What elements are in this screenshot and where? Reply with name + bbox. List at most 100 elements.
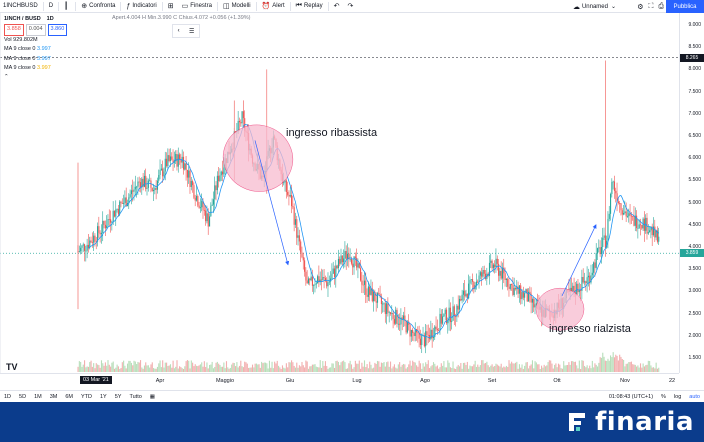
candle-body bbox=[455, 316, 457, 318]
tradingview-logo[interactable]: TV bbox=[6, 362, 18, 372]
volume-bar bbox=[202, 366, 204, 372]
volume-bar bbox=[117, 366, 119, 372]
layout-name-button[interactable]: ☁ Unnamed ⌄ bbox=[573, 0, 616, 13]
objects-tree-button[interactable]: ‹ ☰ bbox=[172, 24, 200, 38]
volume-bar bbox=[421, 368, 423, 372]
price-axis[interactable]: 9.000 8.500 8.000 7.500 7.000 6.500 6.000 5.500… bbox=[679, 13, 704, 373]
candle-body bbox=[600, 246, 603, 255]
volume-bar bbox=[416, 365, 418, 372]
candle-body bbox=[361, 280, 363, 285]
log-toggle[interactable]: log bbox=[673, 394, 682, 400]
auto-toggle[interactable]: auto bbox=[689, 394, 700, 400]
annotation-short-entry[interactable]: ingresso ribassista bbox=[286, 127, 378, 139]
ma-legend-label[interactable]: MA 9 close 0 bbox=[4, 46, 36, 53]
volume-bar bbox=[389, 361, 392, 372]
date-range-icon[interactable]: ▦ bbox=[149, 393, 155, 400]
volume-bar bbox=[619, 354, 621, 372]
alert-button[interactable]: ⏰ Alert bbox=[259, 0, 288, 13]
volume-bar bbox=[646, 364, 648, 372]
candle-body bbox=[103, 220, 105, 225]
candle-body bbox=[650, 226, 652, 231]
annotation-long-entry[interactable]: ingresso rialzista bbox=[549, 323, 631, 335]
percent-toggle[interactable]: % bbox=[661, 394, 666, 400]
replay-button[interactable]: ⏮ Replay bbox=[293, 0, 326, 13]
ma-legend-label[interactable]: MA 9 close 0 bbox=[4, 65, 36, 72]
candle-body bbox=[141, 178, 143, 188]
volume-bar bbox=[158, 363, 160, 372]
templates-button[interactable]: ⊞ bbox=[165, 0, 179, 13]
range-6m[interactable]: 6M bbox=[65, 393, 73, 400]
symbol-search[interactable]: 1INCHBUSD bbox=[0, 0, 41, 13]
indicators-button[interactable]: ƒ Indicatori bbox=[123, 0, 159, 13]
candle-body bbox=[296, 219, 298, 238]
volume-bar bbox=[223, 362, 225, 372]
candle-body bbox=[333, 268, 336, 278]
candle-body bbox=[593, 262, 595, 273]
volume-bar bbox=[251, 364, 254, 372]
volume-bar bbox=[501, 367, 504, 372]
volume-bar bbox=[488, 367, 491, 372]
settings-gear-icon[interactable]: ⚙ bbox=[637, 3, 644, 11]
volume-bar bbox=[611, 357, 613, 372]
volume-bar bbox=[326, 366, 328, 372]
fullscreen-icon[interactable]: ⛶ bbox=[648, 2, 654, 10]
volume-bar bbox=[442, 365, 444, 372]
range-1m[interactable]: 1M bbox=[34, 393, 42, 400]
indicators-icon: ƒ bbox=[126, 2, 131, 10]
models-button[interactable]: ◫ Modelli bbox=[220, 0, 254, 13]
clock-readout[interactable]: 01:08:43 (UTC+1) bbox=[608, 394, 654, 400]
sell-price-button[interactable]: 3.858 bbox=[4, 24, 24, 36]
volume-bar bbox=[376, 360, 379, 372]
range-1y[interactable]: 1Y bbox=[99, 393, 107, 400]
volume-bar bbox=[479, 365, 481, 372]
compare-button[interactable]: ⊕ Confronta bbox=[78, 0, 118, 13]
volume-bar bbox=[468, 368, 470, 372]
volume-bar bbox=[626, 363, 629, 372]
camera-icon[interactable]: ⎙ bbox=[658, 2, 664, 10]
candle-body bbox=[531, 299, 534, 303]
range-5y[interactable]: 5Y bbox=[114, 393, 122, 400]
candle-body bbox=[149, 180, 151, 182]
undo-button[interactable]: ↶ bbox=[331, 0, 345, 13]
candle-body bbox=[358, 263, 360, 269]
buy-price-button[interactable]: 3.860 bbox=[47, 24, 68, 36]
candle-body bbox=[318, 276, 320, 283]
candle-body bbox=[583, 281, 586, 283]
toolbar-divider bbox=[255, 1, 257, 11]
chart-type-button[interactable]: ┃ bbox=[61, 0, 73, 13]
volume-legend[interactable]: Vol 929.802M bbox=[4, 36, 38, 43]
price-tick-label: 8.000 bbox=[688, 66, 701, 73]
candle-body bbox=[383, 303, 385, 305]
finestra-button[interactable]: ▭ Finestra bbox=[179, 0, 215, 13]
candle-body bbox=[242, 111, 244, 119]
volume-bar bbox=[645, 365, 647, 372]
volume-bar bbox=[600, 357, 603, 372]
volume-bar bbox=[495, 363, 497, 372]
time-axis[interactable]: 03 Mar '21 Apr Maggio Giu Lug Ago Set Ott Nov 22 bbox=[0, 373, 679, 387]
candle-body bbox=[389, 312, 392, 314]
volume-bar bbox=[232, 362, 234, 372]
candle-body bbox=[461, 294, 463, 301]
volume-bar bbox=[576, 365, 578, 372]
ma-legend-label[interactable]: MA 9 close 0 bbox=[4, 55, 36, 62]
candle-body bbox=[322, 277, 324, 281]
publish-button[interactable]: Pubblica bbox=[666, 0, 704, 13]
volume-bar bbox=[352, 368, 354, 372]
candle-body bbox=[516, 286, 518, 290]
volume-bar bbox=[163, 367, 165, 372]
volume-bar bbox=[400, 366, 402, 372]
volume-bar bbox=[435, 366, 437, 372]
range-ytd[interactable]: YTD bbox=[80, 393, 92, 400]
redo-button[interactable]: ↷ bbox=[345, 0, 359, 13]
candle-body bbox=[503, 267, 505, 274]
volume-bar bbox=[633, 364, 635, 372]
range-1d[interactable]: 1D bbox=[4, 393, 12, 400]
range-5d[interactable]: 5D bbox=[19, 393, 27, 400]
legend-symbol[interactable]: 1INCH / BUSD bbox=[4, 16, 41, 22]
range-3m[interactable]: 3M bbox=[49, 393, 58, 400]
collapse-legend-icon[interactable]: ⌃ bbox=[4, 74, 9, 81]
range-all[interactable]: Tutto bbox=[129, 393, 142, 400]
interval-selector[interactable]: D bbox=[46, 0, 56, 13]
price-chart-pane[interactable] bbox=[0, 13, 679, 373]
candle-body bbox=[656, 230, 658, 242]
